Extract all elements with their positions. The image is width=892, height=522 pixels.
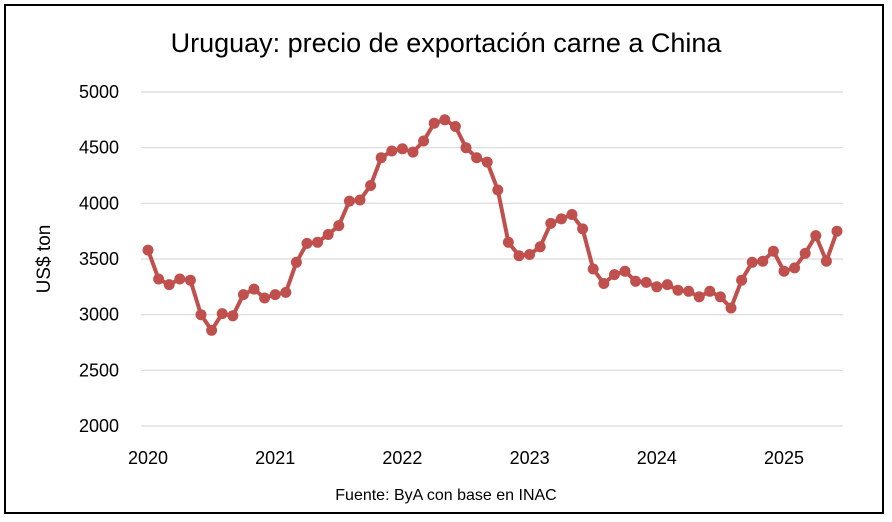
data-point: [237, 289, 249, 301]
x-tick-label: 2024: [637, 448, 677, 468]
data-point: [534, 241, 546, 253]
y-axis-ticks: 2000 2500 3000 3500 4000 4500 5000: [79, 82, 119, 436]
data-point: [418, 135, 430, 147]
data-point: [396, 143, 408, 155]
data-point: [301, 237, 313, 249]
data-point: [831, 225, 843, 237]
data-point: [163, 279, 175, 291]
data-point: [767, 245, 779, 257]
data-point: [714, 291, 726, 303]
data-point: [746, 256, 758, 268]
data-point: [216, 308, 228, 320]
data-point: [290, 256, 302, 268]
data-point: [312, 236, 324, 248]
data-point: [259, 292, 271, 304]
data-point: [386, 145, 398, 157]
y-tick-label: 4500: [79, 138, 119, 158]
y-tick-label: 2500: [79, 360, 119, 380]
data-point: [704, 285, 716, 297]
data-point: [630, 275, 642, 287]
data-point: [492, 184, 504, 196]
source-note: Fuente: ByA con base en INAC: [335, 487, 557, 504]
x-tick-label: 2021: [255, 448, 295, 468]
data-point: [375, 152, 387, 164]
y-tick-label: 4000: [79, 193, 119, 213]
y-tick-label: 5000: [79, 82, 119, 102]
data-point: [481, 156, 493, 168]
data-point: [555, 213, 567, 225]
data-point: [153, 273, 165, 285]
data-point: [142, 244, 154, 256]
data-point: [789, 262, 801, 274]
y-axis-label: US$ ton: [34, 225, 55, 294]
data-point: [545, 217, 557, 229]
data-point: [640, 276, 652, 288]
data-point: [577, 223, 589, 235]
x-tick-label: 2023: [510, 448, 550, 468]
data-point: [651, 281, 663, 293]
x-tick-label: 2022: [382, 448, 422, 468]
data-point: [608, 269, 620, 281]
data-point: [587, 263, 599, 275]
data-point: [757, 255, 769, 267]
data-point: [428, 117, 440, 129]
data-point: [566, 209, 578, 220]
gridlines: [141, 91, 843, 427]
series-line: [146, 117, 839, 333]
data-point: [407, 146, 419, 158]
data-point: [449, 121, 461, 132]
data-point: [333, 220, 345, 232]
x-tick-label: 2020: [128, 448, 168, 468]
data-point: [460, 142, 472, 154]
y-tick-label: 3500: [79, 249, 119, 269]
data-point: [799, 247, 811, 259]
data-point: [693, 291, 705, 303]
data-point: [502, 236, 514, 248]
data-point: [227, 310, 239, 322]
series-price: [142, 114, 843, 336]
y-tick-label: 2000: [79, 416, 119, 436]
data-point: [725, 302, 737, 314]
data-point: [778, 265, 790, 277]
data-point: [598, 278, 610, 289]
data-point: [524, 249, 536, 260]
data-point: [736, 274, 748, 286]
data-point: [174, 273, 186, 285]
data-point: [322, 229, 334, 240]
data-point: [280, 286, 292, 298]
data-point: [365, 180, 377, 191]
data-point: [513, 250, 525, 262]
y-tick-label: 3000: [79, 305, 119, 325]
data-point: [661, 279, 673, 291]
data-point: [195, 309, 207, 321]
data-point: [248, 283, 260, 295]
data-point: [184, 274, 196, 286]
data-point: [683, 285, 695, 297]
data-point: [810, 230, 822, 242]
data-point: [269, 289, 281, 301]
data-point: [619, 265, 631, 277]
data-point: [820, 255, 832, 267]
data-point: [439, 114, 451, 126]
x-tick-label: 2025: [764, 448, 804, 468]
data-point: [206, 324, 218, 336]
chart-title: Uruguay: precio de exportación carne a C…: [170, 28, 722, 58]
data-point: [343, 195, 355, 207]
data-point: [471, 152, 483, 164]
x-axis-ticks: 2020 2021 2022 2023 2024 2025: [128, 448, 804, 468]
data-point: [672, 284, 684, 296]
data-point: [354, 194, 366, 206]
